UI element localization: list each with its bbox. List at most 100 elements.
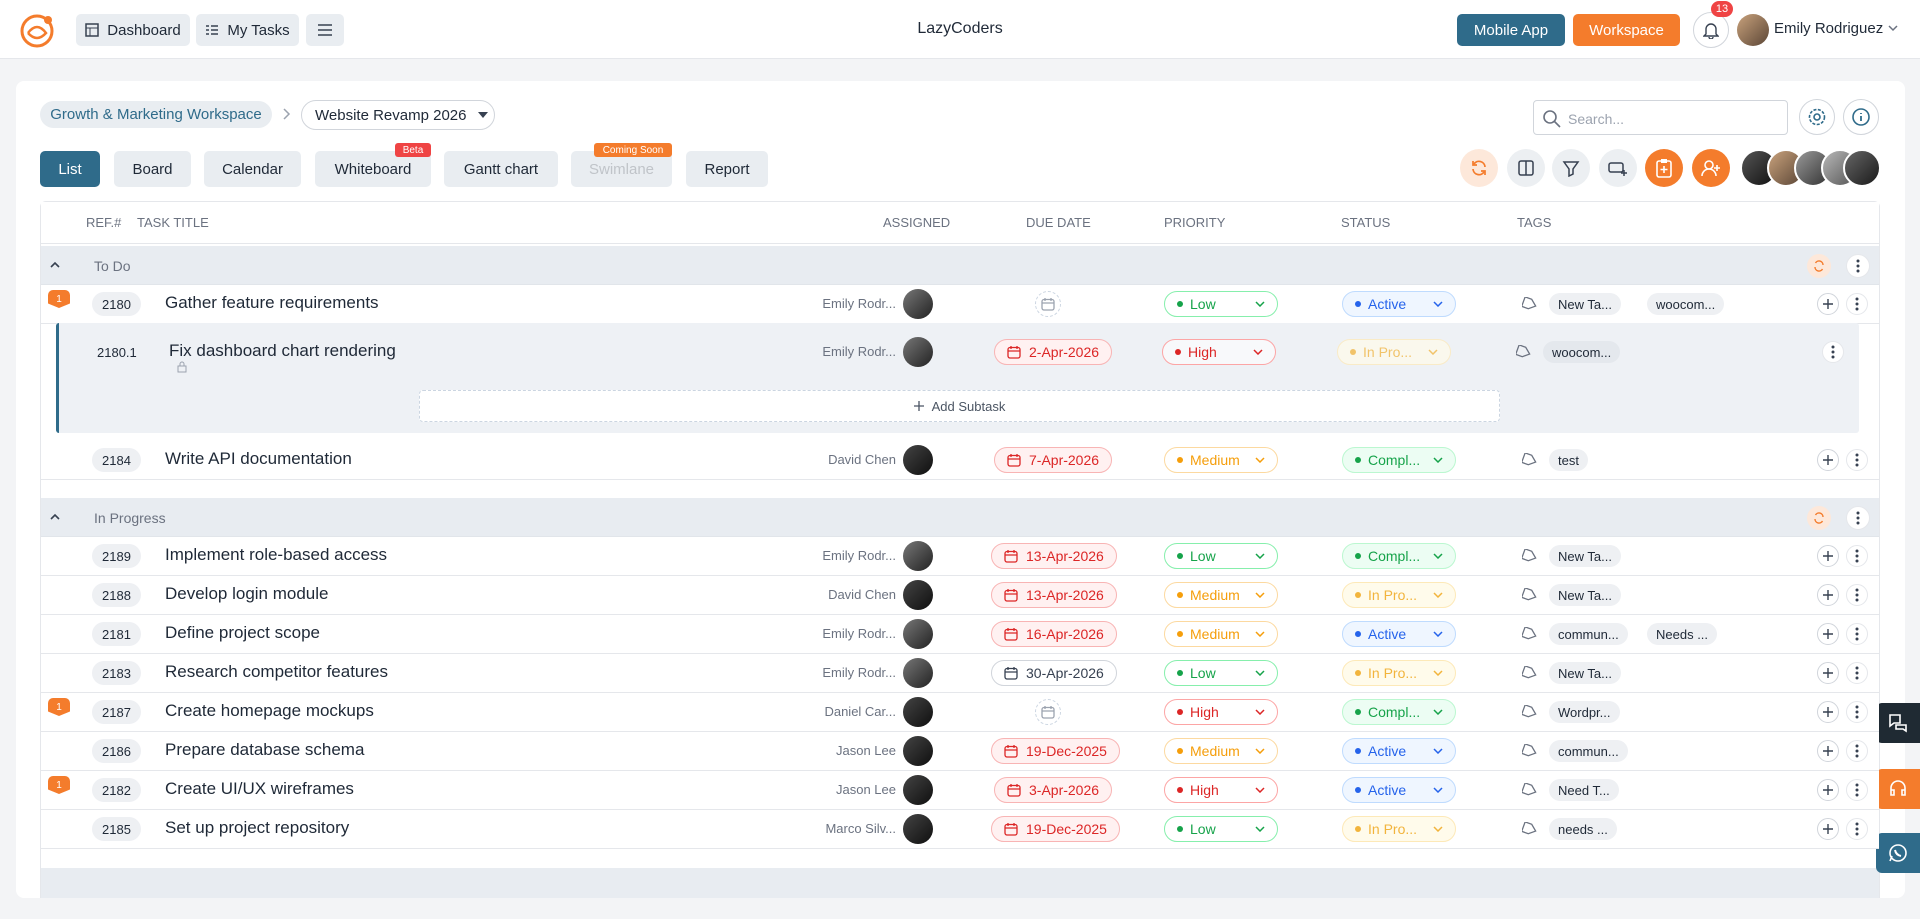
view-tab[interactable]: List [40,151,100,187]
assignee-avatar[interactable] [903,580,933,610]
task-title[interactable]: Create UI/UX wireframes [165,779,354,799]
row-menu[interactable] [1846,818,1868,840]
assignee-avatar[interactable] [903,775,933,805]
priority-select[interactable]: High [1164,699,1278,725]
priority-select[interactable]: Low [1164,543,1278,569]
refresh-button[interactable] [1460,149,1498,187]
breadcrumb-workspace[interactable]: Growth & Marketing Workspace [40,101,272,128]
member-avatar[interactable] [1843,149,1881,187]
add-button[interactable] [1817,584,1839,606]
priority-select[interactable]: Medium [1164,621,1278,647]
priority-select[interactable]: High [1164,777,1278,803]
clipboard-button[interactable] [1645,149,1683,187]
assignee-avatar[interactable] [903,736,933,766]
priority-select[interactable]: Low [1164,291,1278,317]
status-select[interactable]: In Pro... [1337,339,1451,365]
priority-select[interactable]: High [1162,339,1276,365]
task-title[interactable]: Prepare database schema [165,740,364,760]
view-tab[interactable]: Report [686,151,768,187]
user-caret[interactable] [1888,25,1898,33]
status-select[interactable]: In Pro... [1342,816,1456,842]
due-date-empty[interactable] [1035,699,1061,725]
add-button[interactable] [1817,779,1839,801]
tag[interactable]: New Ta... [1549,293,1621,315]
add-button[interactable] [1817,449,1839,471]
assignee-avatar[interactable] [903,289,933,319]
tag[interactable]: Wordpr... [1549,701,1620,723]
mobile-app-button[interactable]: Mobile App [1457,14,1565,46]
filter-button[interactable] [1552,149,1590,187]
group-menu[interactable] [1846,506,1870,530]
status-select[interactable]: In Pro... [1342,582,1456,608]
tag[interactable]: test [1549,449,1588,471]
support-button[interactable] [1876,769,1920,809]
assignee-avatar[interactable] [903,445,933,475]
tag[interactable]: commun... [1549,740,1628,762]
task-title[interactable]: Fix dashboard chart rendering [169,341,396,373]
search-box[interactable]: Search... [1533,100,1788,135]
due-date[interactable]: 19-Dec-2025 [991,738,1120,764]
assignee-avatar[interactable] [903,541,933,571]
settings-button[interactable] [1799,99,1835,135]
project-select[interactable]: Website Revamp 2026 [301,100,495,130]
task-title[interactable]: Define project scope [165,623,320,643]
assignee-avatar[interactable] [903,814,933,844]
add-subtask-button[interactable]: Add Subtask [419,390,1500,422]
user-avatar[interactable] [1737,14,1769,46]
tag[interactable]: Needs ... [1647,623,1718,645]
row-menu[interactable] [1846,623,1868,645]
status-select[interactable]: Compl... [1342,447,1456,473]
task-title[interactable]: Write API documentation [165,449,352,469]
row-menu[interactable] [1846,779,1868,801]
due-date[interactable]: 2-Apr-2026 [994,339,1113,365]
status-select[interactable]: Compl... [1342,699,1456,725]
row-menu[interactable] [1846,293,1868,315]
priority-select[interactable]: Low [1164,816,1278,842]
tag[interactable]: commun... [1549,623,1628,645]
tag[interactable]: woocom... [1543,341,1621,363]
row-menu[interactable] [1846,701,1868,723]
group-menu[interactable] [1846,254,1870,278]
status-select[interactable]: Active [1342,621,1456,647]
tag[interactable]: New Ta... [1549,545,1621,567]
view-tab[interactable]: Whiteboard [315,151,431,187]
task-title[interactable]: Research competitor features [165,662,388,682]
add-button[interactable] [1817,701,1839,723]
task-title[interactable]: Set up project repository [165,818,349,838]
nav-dashboard[interactable]: Dashboard [76,14,190,46]
row-menu[interactable] [1846,584,1868,606]
due-date-empty[interactable] [1035,291,1061,317]
assignee-avatar[interactable] [903,619,933,649]
add-button[interactable] [1817,740,1839,762]
add-member-button[interactable] [1692,149,1730,187]
tag[interactable]: Need T... [1549,779,1619,801]
group-refresh[interactable] [1807,254,1831,278]
row-menu[interactable] [1846,545,1868,567]
tag[interactable]: New Ta... [1549,662,1621,684]
view-tab[interactable]: Calendar [204,151,301,187]
feedback-button[interactable] [1876,703,1920,743]
status-select[interactable]: In Pro... [1342,660,1456,686]
tag[interactable]: needs ... [1549,818,1617,840]
add-button[interactable] [1817,662,1839,684]
row-menu[interactable] [1846,449,1868,471]
add-field-button[interactable] [1599,149,1637,187]
status-select[interactable]: Active [1342,738,1456,764]
user-name[interactable]: Emily Rodriguez [1774,20,1884,37]
group-refresh[interactable] [1807,506,1831,530]
assignee-avatar[interactable] [903,658,933,688]
collapse-toggle[interactable] [50,513,60,520]
priority-select[interactable]: Medium [1164,582,1278,608]
due-date[interactable]: 19-Dec-2025 [991,816,1120,842]
due-date[interactable]: 3-Apr-2026 [994,777,1113,803]
view-tab[interactable]: Gantt chart [444,151,558,187]
tag[interactable]: woocom... [1647,293,1725,315]
assignee-avatar[interactable] [903,697,933,727]
workspace-button[interactable]: Workspace [1573,14,1680,46]
due-date[interactable]: 13-Apr-2026 [991,543,1117,569]
whatsapp-button[interactable] [1876,833,1920,873]
task-title[interactable]: Create homepage mockups [165,701,374,721]
add-button[interactable] [1817,623,1839,645]
priority-select[interactable]: Medium [1164,447,1278,473]
row-menu[interactable] [1846,740,1868,762]
